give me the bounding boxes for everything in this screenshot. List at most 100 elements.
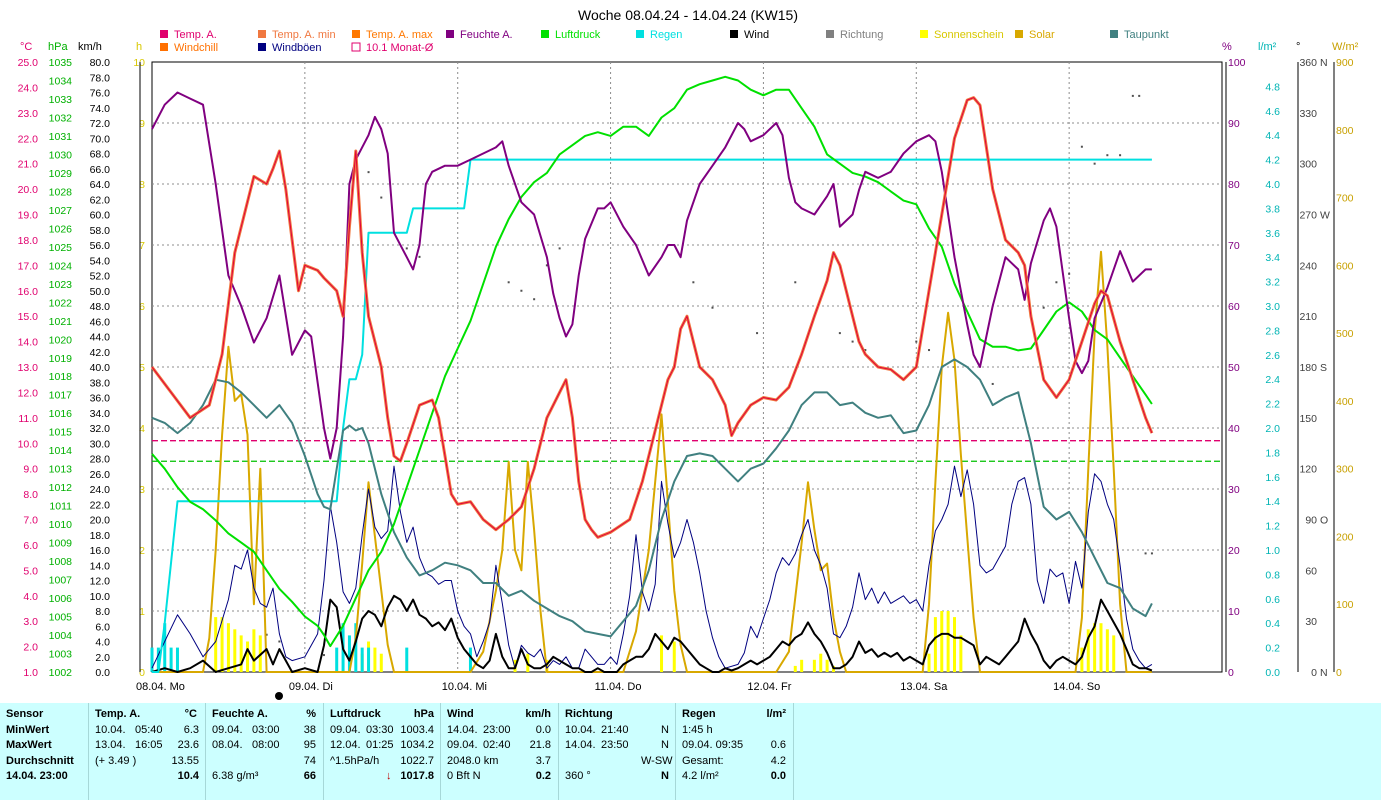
pressure-min-date: 09.04. xyxy=(330,723,361,736)
wind_kmh-tick-label: 10.0 xyxy=(90,591,111,603)
solar_wm2-tick-label: 800 xyxy=(1336,125,1354,137)
temp_c-tick-label: 25.0 xyxy=(18,57,39,69)
rain-hourly-bar xyxy=(175,647,179,672)
pressure_hpa-tick-label: 1035 xyxy=(49,57,73,69)
pressure-trend: ^1.5hPa/h xyxy=(330,754,380,767)
pressure_hpa-tick-label: 1021 xyxy=(49,316,73,328)
temp-min-date: 10.04. xyxy=(95,723,126,736)
temp-min-value: 6.3 xyxy=(183,723,199,736)
day-label: 12.04. Fr xyxy=(747,681,791,693)
wind-direction-point xyxy=(991,382,994,385)
temp_c-tick-label: 14.0 xyxy=(18,337,39,349)
wind_kmh-tick-label: 24.0 xyxy=(90,484,111,496)
legend-swatch xyxy=(446,30,454,38)
temp-max-time: 16:05 xyxy=(135,739,163,751)
direction-axis-unit: ° xyxy=(1296,41,1300,53)
sunshine-bar xyxy=(819,653,823,672)
solar_wm2-tick-label: 600 xyxy=(1336,260,1354,272)
wind-gust-line xyxy=(151,465,1153,669)
humidity-axis-unit: % xyxy=(1222,41,1232,53)
temp-axis-unit: °C xyxy=(20,41,32,53)
humidity_pct-tick-label: 20 xyxy=(1228,545,1240,557)
sunshine-bar xyxy=(1105,629,1109,672)
legend-swatch xyxy=(636,30,644,38)
grid xyxy=(139,61,1335,673)
pressure_hpa-tick-label: 1014 xyxy=(49,445,73,457)
pressure_hpa-tick-label: 1022 xyxy=(49,297,73,309)
row-label-min: MinWert xyxy=(6,723,50,736)
rain-duration-value xyxy=(762,723,786,739)
rain-hourly-bar xyxy=(347,635,351,672)
rain-sum: 4.2 l/m² xyxy=(682,770,719,782)
wind-direction-point xyxy=(1042,306,1045,309)
rain-current-value: 0.0 xyxy=(770,770,786,782)
legend-label: Sonnenschein xyxy=(934,29,1004,41)
direction_deg-tick-label: 90 xyxy=(1305,515,1317,527)
pressure_hpa-tick-label: 1004 xyxy=(49,630,73,642)
wind-direction-point xyxy=(1119,154,1122,157)
humidity_pct-tick-label: 50 xyxy=(1228,362,1240,374)
direction_deg-tick-label: 210 xyxy=(1299,311,1317,323)
rain-hourly-bar xyxy=(150,647,154,672)
wind_kmh-tick-label: 48.0 xyxy=(90,301,111,313)
wind_kmh-tick-label: 2.0 xyxy=(95,652,110,664)
legend-swatch xyxy=(160,30,168,38)
pressure-max-time: 01:25 xyxy=(366,739,394,751)
temp_c-tick-label: 20.0 xyxy=(18,184,39,196)
legend: Temp. A. Temp. A. min Temp. A. max Feuchte … xyxy=(160,29,1169,54)
wind-bft: 0 Bft N xyxy=(447,770,481,782)
rain_lm2-tick-label: 0.4 xyxy=(1265,618,1280,630)
rain_lm2-tick-label: 0.0 xyxy=(1265,667,1280,679)
legend-swatch xyxy=(352,30,360,38)
pressure_hpa-tick-label: 1024 xyxy=(49,260,73,272)
sunshine_h-tick-label: 1 xyxy=(139,606,145,618)
wind-direction-point xyxy=(1055,281,1058,284)
pressure_hpa-tick-label: 1030 xyxy=(49,149,73,161)
day-label: 10.04. Mi xyxy=(442,681,487,693)
solar_wm2-tick-label: 400 xyxy=(1336,396,1354,408)
row-label-avg: Durchschnitt xyxy=(6,754,74,767)
chart-title: Woche 08.04.24 - 14.04.24 (KW15) xyxy=(578,7,798,23)
direction_deg-tick-label: 270 xyxy=(1299,210,1317,222)
legend-label: Windböen xyxy=(272,42,322,54)
sunshine_h-tick-label: 8 xyxy=(139,179,145,191)
pressure_hpa-tick-label: 1020 xyxy=(49,334,73,346)
pressure_hpa-tick-label: 1006 xyxy=(49,593,73,605)
wind_kmh-tick-label: 28.0 xyxy=(90,454,111,466)
pressure_hpa-tick-label: 1005 xyxy=(49,612,73,624)
rain_lm2-tick-label: 3.0 xyxy=(1265,301,1280,313)
rain_lm2-tick-label: 2.6 xyxy=(1265,350,1280,362)
direction-header: Richtung xyxy=(565,708,613,720)
rain-hourly-bar xyxy=(163,623,167,672)
temp_c-tick-label: 3.0 xyxy=(23,616,38,628)
sunshine-bar xyxy=(800,659,804,672)
wind_kmh-tick-label: 42.0 xyxy=(90,347,111,359)
moon-phase-icon xyxy=(275,692,283,700)
sunshine-bar xyxy=(239,635,243,672)
rain_lm2-tick-label: 2.2 xyxy=(1265,399,1280,411)
wind_kmh-tick-label: 4.0 xyxy=(95,637,110,649)
wind_kmh-tick-label: 20.0 xyxy=(90,515,111,527)
legend-swatch xyxy=(541,30,549,38)
wind-direction-point xyxy=(864,349,867,352)
legend-label: Taupunkt xyxy=(1124,29,1169,41)
rain-axis-unit: l/m² xyxy=(1258,41,1277,53)
weather-chart: Woche 08.04.24 - 14.04.24 (KW15) Temp. A… xyxy=(18,7,1359,700)
rain-hourly-bar xyxy=(405,647,409,672)
sunshine-bar xyxy=(246,641,250,672)
direction_deg-tick-label: 0 xyxy=(1311,667,1317,679)
humidity_pct-tick-label: 60 xyxy=(1228,301,1240,313)
dewpoint-line xyxy=(151,358,1153,638)
temp_c-tick-label: 23.0 xyxy=(18,108,39,120)
wind_kmh-tick-label: 12.0 xyxy=(90,576,111,588)
temp_c-tick-label: 10.0 xyxy=(18,438,39,450)
temp_c-tick-label: 9.0 xyxy=(23,464,38,476)
wind_kmh-tick-label: 40.0 xyxy=(90,362,111,374)
wind-distance: 2048.0 km xyxy=(447,754,499,767)
sunshine-bar xyxy=(660,635,664,672)
humidity-min-date: 09.04. xyxy=(212,723,243,736)
rain-duration: 1:45 h xyxy=(682,723,713,736)
row-label-max: MaxWert xyxy=(6,739,52,751)
temp_c-tick-label: 24.0 xyxy=(18,82,39,94)
wind_kmh-tick-label: 80.0 xyxy=(90,57,111,69)
